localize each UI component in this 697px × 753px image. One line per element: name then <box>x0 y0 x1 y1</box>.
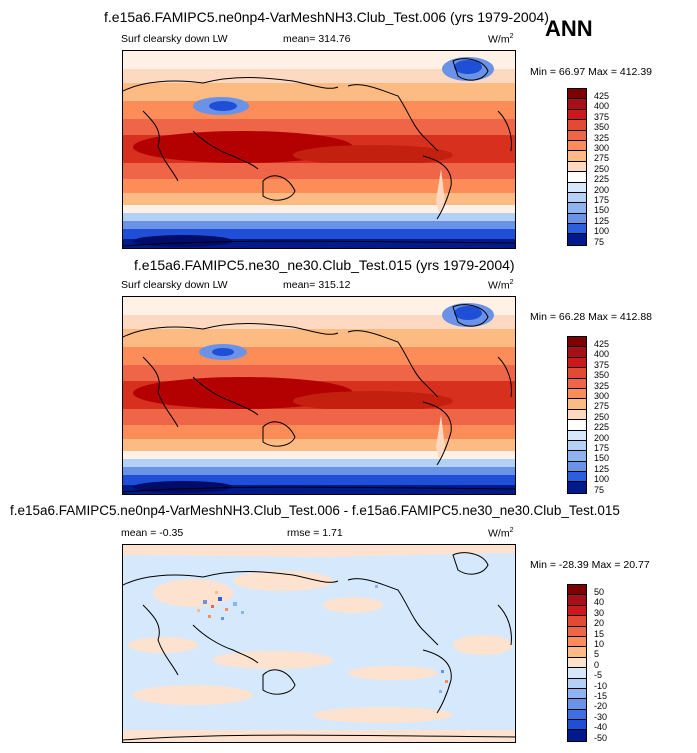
colorbar-tick-label: 30 <box>594 607 605 618</box>
panel2-units: W/m2 <box>488 279 514 292</box>
colorbar-tick-label: 0 <box>594 659 600 670</box>
panel3-rmse-label: rmse = 1.71 <box>287 527 343 539</box>
colorbar-tick-label: 375 <box>594 111 610 122</box>
colorbar-tick-label: -50 <box>594 732 608 743</box>
colorbar-tick-label: 350 <box>594 370 610 381</box>
colorbar-tick-label: 100 <box>594 226 610 237</box>
panel1-units: W/m2 <box>488 33 514 46</box>
colorbar-tick-label: 325 <box>594 132 610 143</box>
panel2-map <box>122 296 516 495</box>
panel1-colorbar <box>567 88 587 246</box>
colorbar-tick-label: 175 <box>594 195 610 205</box>
colorbar-tick-label: -30 <box>594 711 608 722</box>
colorbar-tick-label: 75 <box>594 236 605 247</box>
colorbar-tick-label: 150 <box>594 453 610 464</box>
panel1-map <box>122 50 516 249</box>
colorbar-tick-label: 425 <box>594 91 610 101</box>
colorbar-tick-label: 150 <box>594 205 610 216</box>
colorbar-tick-label: -5 <box>594 670 603 681</box>
panel1-minmax: Min = 66.97 Max = 412.39 <box>530 66 652 78</box>
panel2-mean-label: mean= 315.12 <box>283 279 351 291</box>
panel3-map <box>122 544 516 743</box>
colorbar-tick-label: 225 <box>594 174 610 185</box>
colorbar-tick-label: 125 <box>594 215 610 226</box>
colorbar-tick-label: 350 <box>594 122 610 133</box>
colorbar-tick-label: 275 <box>594 401 610 412</box>
colorbar-tick-label: 10 <box>594 639 605 649</box>
colorbar-tick-label: 100 <box>594 474 610 485</box>
colorbar-tick-label: 15 <box>594 628 605 639</box>
colorbar-tick-label: -10 <box>594 680 608 691</box>
colorbar-tick-label: 250 <box>594 163 610 174</box>
panel1-mean-label: mean= 314.76 <box>283 33 351 45</box>
panel2-title: f.e15a6.FAMIPC5.ne30_ne30.Club_Test.015 … <box>134 257 515 273</box>
colorbar-tick-label: 400 <box>594 101 610 112</box>
colorbar-tick-label: -20 <box>594 701 608 712</box>
panel2-variable-label: Surf clearsky down LW <box>121 279 228 291</box>
panel3-colorbar <box>567 584 587 742</box>
panel1-title: f.e15a6.FAMIPC5.ne0np4-VarMeshNH3.Club_T… <box>104 9 549 25</box>
panel2-minmax: Min = 66.28 Max = 412.88 <box>530 311 652 323</box>
panel2-colorbar <box>567 336 587 494</box>
colorbar-tick-label: 40 <box>594 597 605 608</box>
colorbar-tick-label: 225 <box>594 422 610 433</box>
colorbar-tick-label: 250 <box>594 411 610 422</box>
colorbar-tick-label: 375 <box>594 359 610 370</box>
colorbar-tick-label: 75 <box>594 484 605 495</box>
colorbar-tick-label: -40 <box>594 722 608 733</box>
colorbar-tick-label: -15 <box>594 691 608 701</box>
colorbar-tick-label: 325 <box>594 380 610 391</box>
colorbar-tick-label: 5 <box>594 649 600 660</box>
colorbar-tick-label: 400 <box>594 349 610 360</box>
colorbar-tick-label: 425 <box>594 339 610 349</box>
colorbar-tick-label: 200 <box>594 184 610 195</box>
season-label: ANN <box>545 16 593 41</box>
colorbar-tick-label: 175 <box>594 443 610 453</box>
panel3-title: f.e15a6.FAMIPC5.ne0np4-VarMeshNH3.Club_T… <box>10 503 620 518</box>
colorbar-tick-label: 300 <box>594 143 610 153</box>
panel3-mean-label: mean = -0.35 <box>121 527 184 539</box>
colorbar-tick-label: 50 <box>594 587 605 597</box>
colorbar-tick-label: 200 <box>594 432 610 443</box>
colorbar-tick-label: 20 <box>594 618 605 629</box>
panel1-variable-label: Surf clearsky down LW <box>121 33 228 45</box>
colorbar-tick-label: 300 <box>594 391 610 401</box>
colorbar-tick-label: 125 <box>594 463 610 474</box>
panel3-minmax: Min = -28.39 Max = 20.77 <box>530 559 650 571</box>
panel3-units: W/m2 <box>488 527 514 540</box>
colorbar-tick-label: 275 <box>594 153 610 164</box>
